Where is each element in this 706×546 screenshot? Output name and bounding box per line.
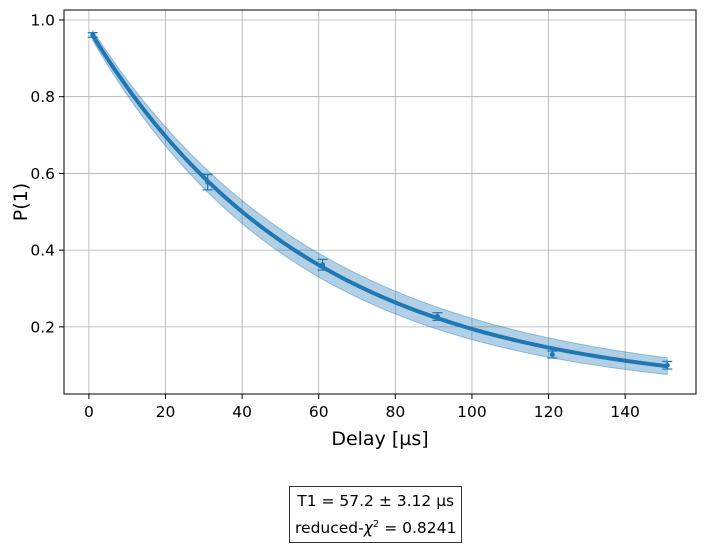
reduced-chi2-result: reduced-χ2 = 0.8241 — [295, 513, 456, 540]
fit-result-box: T1 = 57.2 ± 3.12 µs reduced-χ2 = 0.8241 — [289, 486, 463, 544]
x-tick-label: 0 — [84, 403, 94, 421]
x-tick-label: 140 — [610, 403, 640, 421]
data-point — [664, 362, 670, 368]
y-tick-label: 1.0 — [30, 11, 55, 29]
y-tick-label: 0.6 — [30, 165, 55, 183]
x-tick-label: 120 — [534, 403, 564, 421]
x-axis-label: Delay [µs] — [331, 428, 428, 450]
chi-prefix: reduced- — [295, 519, 364, 538]
y-tick-label: 0.2 — [30, 318, 55, 336]
data-point — [434, 314, 440, 320]
data-point — [90, 32, 96, 38]
data-point — [205, 179, 211, 185]
x-tick-label: 80 — [385, 403, 405, 421]
x-tick-label: 100 — [457, 403, 487, 421]
x-tick-label: 20 — [156, 403, 176, 421]
chi-symbol: χ — [363, 519, 373, 538]
x-tick-label: 60 — [309, 403, 329, 421]
fit-curve — [91, 34, 668, 369]
y-axis-label: P(1) — [10, 183, 32, 221]
chi-value: = 0.8241 — [379, 519, 457, 538]
data-point — [549, 351, 555, 357]
plot-frame — [63, 9, 697, 395]
y-tick-label: 0.8 — [30, 88, 55, 106]
t1-result: T1 = 57.2 ± 3.12 µs — [297, 492, 455, 510]
chi-sup: 2 — [372, 519, 380, 530]
fit-confidence-band — [92, 28, 668, 376]
x-tick-label: 40 — [232, 403, 252, 421]
data-point — [320, 262, 326, 268]
y-tick-label: 0.4 — [30, 242, 55, 260]
